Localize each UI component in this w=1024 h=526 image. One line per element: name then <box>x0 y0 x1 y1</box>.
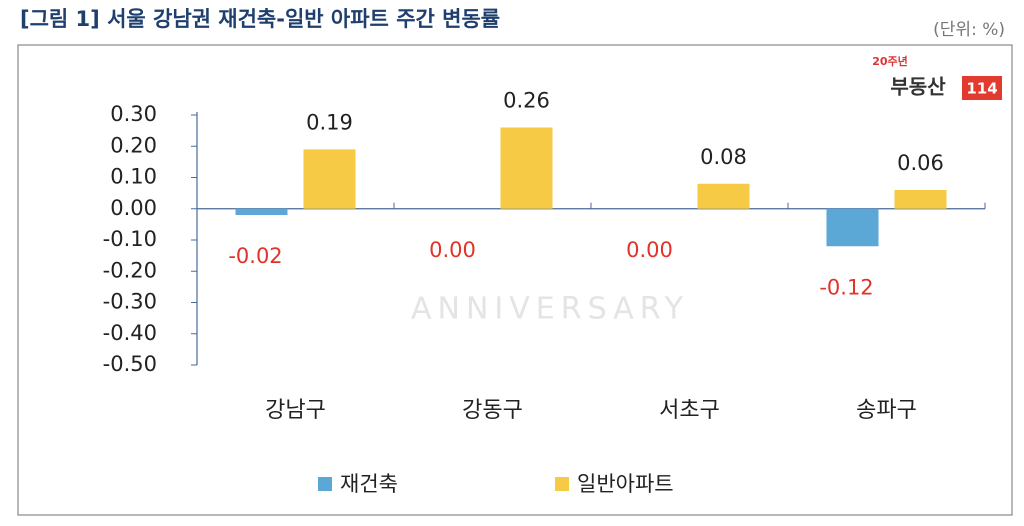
legend-swatch <box>318 477 332 491</box>
y-tick-label: -0.50 <box>103 352 157 376</box>
y-tick-label: -0.30 <box>103 290 157 314</box>
y-tick-label: -0.20 <box>103 258 157 282</box>
y-tick-label: 0.00 <box>110 196 157 220</box>
value-label: -0.12 <box>819 275 873 299</box>
y-tick-label: 0.20 <box>110 133 157 157</box>
bar <box>235 208 288 215</box>
bar <box>500 127 553 209</box>
chart-title: [그림 1] 서울 강남권 재건축-일반 아파트 주간 변동률 <box>20 7 500 31</box>
legend-label: 일반아파트 <box>577 472 674 496</box>
logo-number: 114 <box>966 80 997 98</box>
legend-label: 재건축 <box>340 472 398 496</box>
bar <box>697 183 750 209</box>
bar <box>826 208 879 247</box>
chart-frame <box>17 44 1013 516</box>
x-tick-label: 송파구 <box>856 398 917 423</box>
legend-swatch <box>555 477 569 491</box>
bar <box>894 190 947 209</box>
x-tick-label: 서초구 <box>659 398 720 423</box>
y-tick-label: 0.10 <box>110 165 157 189</box>
y-tick-label: -0.10 <box>103 227 157 251</box>
value-label: 0.00 <box>429 238 476 262</box>
logo-name: 부동산 <box>890 75 946 99</box>
value-label: 0.19 <box>306 110 353 134</box>
bar <box>303 149 356 209</box>
x-tick-label: 강동구 <box>462 398 523 423</box>
value-label: 0.08 <box>700 145 747 169</box>
unit-label: (단위: %) <box>933 20 1005 40</box>
value-label: 0.00 <box>626 238 673 262</box>
value-label: -0.02 <box>228 244 282 268</box>
y-tick-label: -0.40 <box>103 321 157 345</box>
logo-badge: 20주년 <box>872 54 908 68</box>
y-tick-label: 0.30 <box>110 102 157 126</box>
x-tick-label: 강남구 <box>265 398 326 423</box>
value-label: 0.26 <box>503 89 550 113</box>
watermark: ANNIVERSARY <box>411 292 689 327</box>
logo-box <box>962 76 1002 100</box>
value-label: 0.06 <box>897 151 944 175</box>
